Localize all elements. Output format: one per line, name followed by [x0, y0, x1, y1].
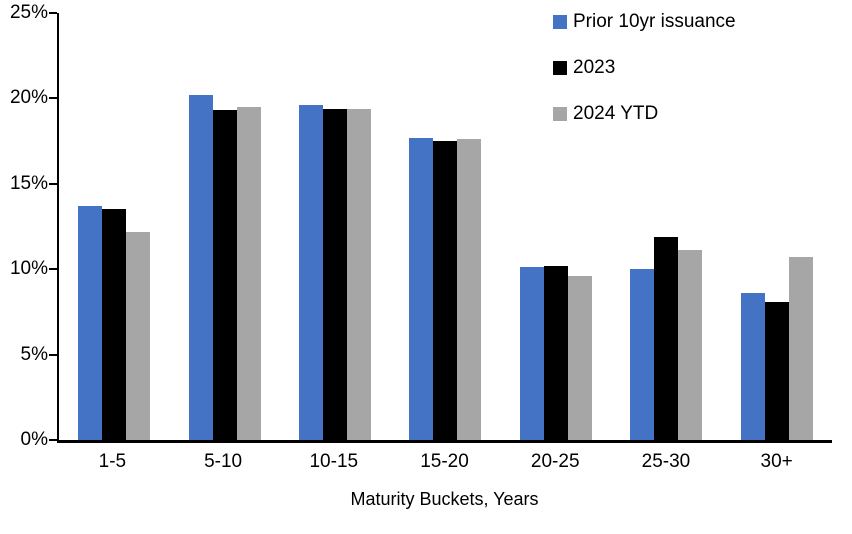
y-axis-label-0%: 0% — [20, 429, 48, 450]
x-axis-label-20-25: 20-25 — [530, 451, 580, 472]
x-axis-label-5-10: 5-10 — [204, 451, 243, 472]
y-tick-25% — [49, 12, 57, 14]
legend-item-2024-ytd: 2024 YTD — [553, 104, 736, 124]
y-tick-0% — [49, 439, 57, 441]
bar-prior-10yr-issuance-25-30 — [630, 269, 655, 440]
x-axis-label-1-5: 1-5 — [98, 451, 127, 472]
legend-item-prior-10yr-issuance: Prior 10yr issuance — [553, 12, 736, 32]
x-axis-label-25-30: 25-30 — [641, 451, 691, 472]
bar-groups — [59, 13, 832, 440]
legend-item-2023: 2023 — [553, 58, 736, 78]
legend: Prior 10yr issuance 2023 2024 YTD — [553, 12, 736, 124]
bar-group-20-25 — [501, 13, 611, 440]
plot-area: 0% 5% 10% 15% 20% 25% — [10, 3, 832, 450]
bar-prior-10yr-issuance-30+ — [740, 293, 765, 440]
bar-2023-15-20 — [433, 141, 458, 440]
bar-2023-20-25 — [543, 266, 568, 440]
bar-prior-10yr-issuance-20-25 — [519, 267, 544, 440]
bar-2024-ytd-5-10 — [236, 107, 261, 440]
bar-2024-ytd-1-5 — [126, 232, 151, 440]
bar-2023-30+ — [764, 302, 789, 440]
y-tick-5% — [49, 353, 57, 356]
y-axis-label-25%: 25% — [9, 2, 48, 23]
y-axis-label-20%: 20% — [9, 87, 48, 109]
legend-marker-icon — [553, 61, 567, 75]
y-axis-label-15%: 15% — [9, 172, 48, 194]
y-tick-10% — [49, 268, 57, 271]
bar-2023-1-5 — [102, 209, 127, 440]
y-axis-label-5%: 5% — [20, 343, 48, 365]
legend-marker-icon — [553, 107, 567, 121]
legend-label: Prior 10yr issuance — [573, 11, 736, 32]
bar-group-15-20 — [390, 13, 500, 440]
y-tick-20% — [49, 97, 57, 100]
bar-2024-ytd-25-30 — [678, 250, 703, 440]
x-axis-title: Maturity Buckets, Years — [350, 489, 539, 509]
bar-group-30+ — [722, 13, 832, 440]
legend-label: 2024 YTD — [573, 103, 659, 124]
legend-label: 2023 — [573, 57, 616, 78]
y-axis-label-10%: 10% — [9, 258, 48, 280]
bar-prior-10yr-issuance-5-10 — [188, 95, 213, 440]
bar-prior-10yr-issuance-10-15 — [299, 105, 324, 440]
bar-2023-10-15 — [323, 109, 348, 440]
bar-2023-5-10 — [212, 110, 237, 440]
bar-2024-ytd-10-15 — [347, 109, 372, 440]
bar-group-5-10 — [169, 13, 279, 440]
bar-2024-ytd-15-20 — [457, 139, 482, 440]
bar-group-1-5 — [59, 13, 169, 440]
bar-2024-ytd-20-25 — [567, 276, 592, 440]
bar-prior-10yr-issuance-15-20 — [409, 138, 434, 440]
bar-group-10-15 — [280, 13, 390, 440]
x-axis-labels: 1-5 5-10 10-15 15-20 20-25 25-30 30+ — [57, 451, 832, 473]
y-tick-15% — [49, 182, 57, 185]
x-axis-label-10-15: 10-15 — [309, 451, 359, 472]
x-axis-label-30+: 30+ — [760, 451, 793, 472]
bar-2023-25-30 — [654, 237, 679, 440]
bar-2024-ytd-30+ — [788, 257, 813, 440]
bar-group-25-30 — [611, 13, 721, 440]
legend-marker-icon — [553, 15, 567, 29]
x-axis-label-15-20: 15-20 — [420, 451, 469, 472]
bar-prior-10yr-issuance-1-5 — [78, 206, 103, 440]
